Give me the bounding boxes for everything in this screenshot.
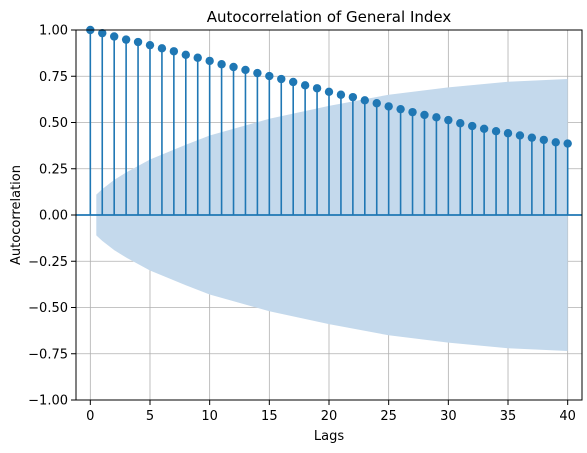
acf-point bbox=[217, 60, 226, 69]
acf-point bbox=[408, 107, 417, 117]
acf-point bbox=[288, 77, 298, 87]
y-tick-label: −1.00 bbox=[28, 394, 68, 409]
x-axis-label: Lags bbox=[314, 429, 344, 444]
acf-point bbox=[109, 32, 119, 41]
x-tick-label: 0 bbox=[86, 409, 94, 424]
x-tick-label: 20 bbox=[321, 409, 338, 424]
acf-point bbox=[563, 139, 572, 148]
y-tick-label: 1.00 bbox=[39, 24, 68, 39]
acf-point bbox=[193, 53, 202, 62]
y-tick-label: 0.25 bbox=[39, 162, 68, 177]
x-tick-label: 10 bbox=[201, 409, 218, 424]
acf-point bbox=[300, 81, 310, 90]
x-tick-label: 30 bbox=[440, 409, 457, 424]
acf-point bbox=[551, 138, 560, 147]
y-tick-label: 0.00 bbox=[39, 209, 68, 224]
acf-point bbox=[468, 121, 477, 131]
acf-point bbox=[241, 65, 250, 75]
acf-point bbox=[157, 44, 167, 53]
x-tick-label: 40 bbox=[559, 409, 576, 424]
acf-point bbox=[121, 35, 131, 44]
acf-point bbox=[169, 47, 179, 56]
y-tick-label: 0.50 bbox=[39, 116, 68, 131]
acf-point bbox=[539, 135, 549, 145]
acf-point bbox=[277, 74, 286, 84]
acf-point bbox=[336, 90, 346, 99]
acf-point bbox=[432, 113, 441, 122]
acf-point bbox=[503, 129, 513, 138]
x-tick-label: 15 bbox=[261, 409, 278, 424]
y-tick-label: 0.75 bbox=[39, 70, 68, 85]
acf-point bbox=[98, 28, 107, 38]
x-tick-label: 5 bbox=[146, 409, 154, 424]
y-tick-label: −0.50 bbox=[28, 301, 68, 316]
acf-point bbox=[479, 124, 489, 133]
x-tick-label: 35 bbox=[500, 409, 517, 424]
acf-point bbox=[444, 115, 453, 125]
acf-point bbox=[348, 92, 358, 102]
acf-point bbox=[396, 104, 405, 114]
acf-point bbox=[372, 99, 381, 108]
acf-point bbox=[456, 119, 465, 128]
y-tick-label: −0.75 bbox=[28, 347, 68, 362]
axes: 0 5 10 15 20 25 30 35 40 −1.00 −0.75 −0.50 −0.25 0.00… bbox=[28, 24, 583, 424]
acf-point bbox=[205, 56, 214, 66]
acf-point bbox=[265, 71, 274, 81]
acf-series bbox=[76, 25, 582, 216]
acf-point bbox=[145, 40, 155, 50]
acf-point bbox=[133, 37, 143, 47]
acf-point bbox=[324, 87, 334, 96]
acf-point bbox=[181, 50, 190, 59]
acf-point bbox=[420, 110, 429, 120]
acf-point bbox=[384, 102, 393, 111]
x-tick-label: 25 bbox=[380, 409, 397, 424]
acf-point bbox=[491, 126, 501, 136]
acf-point bbox=[229, 62, 238, 72]
acf-point bbox=[312, 84, 322, 93]
acf-point bbox=[527, 133, 537, 142]
y-tick-label: −0.25 bbox=[28, 255, 68, 270]
acf-point bbox=[515, 131, 525, 140]
acf-point bbox=[253, 68, 262, 78]
chart-title: Autocorrelation of General Index bbox=[207, 8, 452, 26]
y-axis-label: Autocorrelation bbox=[9, 165, 24, 265]
acf-point bbox=[360, 96, 370, 105]
